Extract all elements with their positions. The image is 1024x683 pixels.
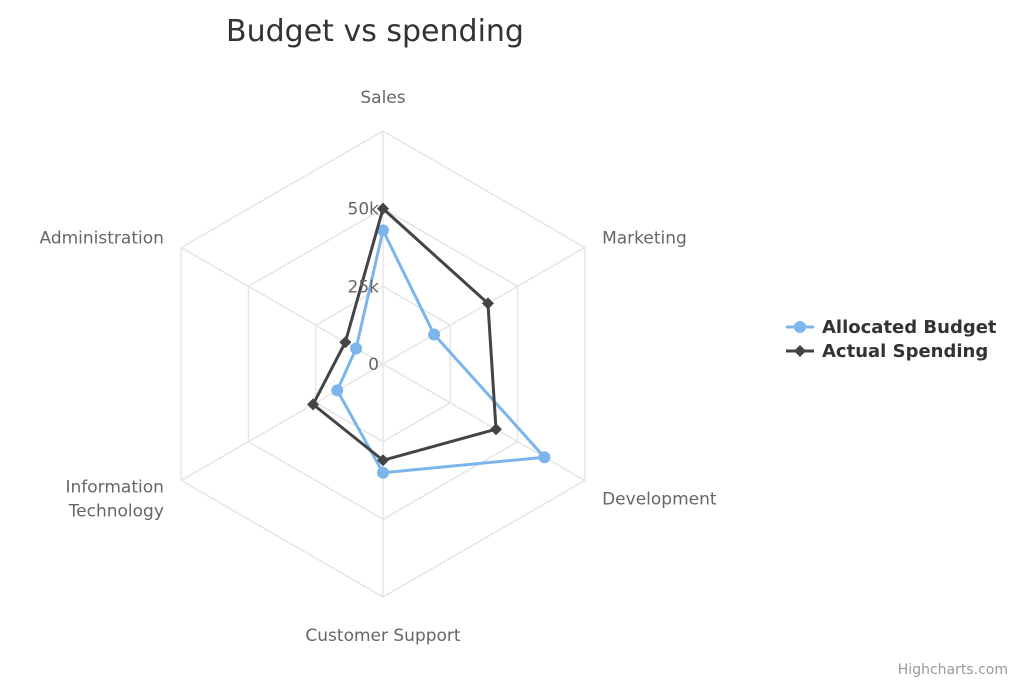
point-1-2[interactable] (489, 423, 502, 436)
category-labels: Sales Marketing Development Customer Suppor… (39, 88, 716, 646)
point-1-1[interactable] (481, 297, 494, 310)
point-1-4[interactable] (307, 398, 320, 411)
point-1-5[interactable] (339, 336, 352, 349)
grid-spoke-4 (180, 363, 384, 482)
credits-link[interactable]: Highcharts.com (898, 662, 1008, 678)
legend-marker-0 (794, 321, 806, 333)
category-label-5-line-0: Administration (39, 229, 163, 249)
legend-label-0: Allocated Budget (822, 317, 997, 338)
point-0-0[interactable] (377, 224, 389, 237)
point-0-4[interactable] (331, 384, 344, 397)
series-0 (331, 224, 551, 479)
radial-tick-labels: 0 25k 50k (348, 200, 380, 375)
series-layer (307, 202, 551, 479)
grid-spoke-2 (382, 363, 586, 482)
category-label-4-line-1: Technology (68, 502, 164, 522)
chart-title: Budget vs spending (226, 14, 524, 49)
legend-item-1[interactable]: Actual Spending (786, 341, 988, 362)
point-0-2[interactable] (538, 451, 551, 464)
series-line-1 (311, 207, 498, 462)
point-1-3[interactable] (377, 454, 389, 467)
point-0-3[interactable] (377, 466, 389, 479)
series-1 (307, 202, 502, 467)
legend-item-0[interactable]: Allocated Budget (786, 317, 997, 338)
grid-spoke-5 (180, 246, 384, 365)
tick-label-0: 0 (368, 355, 379, 375)
category-label-1-line-0: Marketing (602, 229, 687, 249)
radar-grid (180, 130, 586, 598)
legend: Allocated Budget Actual Spending (786, 317, 997, 362)
series-line-0 (335, 228, 546, 475)
grid-spoke-1 (382, 246, 586, 365)
tick-label-1: 25k (348, 277, 380, 297)
category-label-4-line-0: Information (65, 478, 163, 498)
category-label-3-line-0: Customer Support (305, 626, 461, 646)
point-0-1[interactable] (428, 328, 441, 341)
legend-marker-1 (794, 345, 806, 357)
legend-label-1: Actual Spending (822, 341, 988, 362)
category-label-2-line-0: Development (602, 490, 717, 510)
category-label-0-line-0: Sales (360, 88, 405, 108)
point-0-5[interactable] (350, 342, 363, 355)
tick-label-2: 50k (348, 200, 380, 220)
point-1-0[interactable] (377, 202, 389, 215)
